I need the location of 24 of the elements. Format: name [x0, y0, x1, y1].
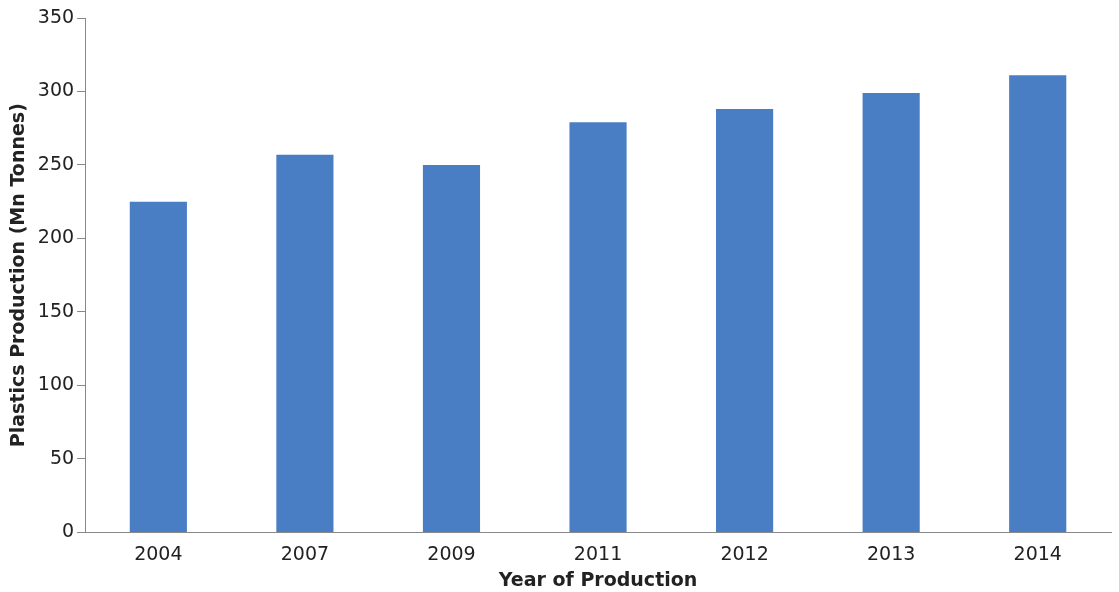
y-tick-label: 0 — [61, 519, 75, 542]
y-tick-label: 350 — [37, 4, 75, 27]
y-tick-label: 100 — [37, 372, 75, 395]
x-tick-label: 2007 — [280, 541, 330, 564]
x-tick-label: 2004 — [134, 541, 183, 564]
bar — [276, 154, 334, 532]
x-tick-label: 2013 — [866, 541, 916, 564]
bar — [569, 122, 627, 532]
y-axis-title: Plastics Production (Mn Tonnes) — [6, 103, 29, 448]
bar — [716, 109, 774, 532]
x-axis-title: Year of Production — [497, 567, 698, 590]
bar — [422, 164, 481, 532]
bar — [1009, 75, 1067, 532]
bar — [129, 201, 187, 532]
y-tick-label: 300 — [37, 78, 75, 101]
y-tick-label: 250 — [37, 151, 75, 174]
x-tick-label: 2011 — [573, 541, 623, 564]
bar — [862, 92, 920, 532]
y-tick-label: 50 — [49, 445, 75, 468]
x-tick-label: 2012 — [720, 541, 769, 564]
x-tick-label: 2009 — [427, 541, 476, 564]
y-tick-label: 150 — [37, 298, 75, 321]
y-tick-label: 200 — [37, 225, 75, 248]
x-tick-label: 2014 — [1013, 541, 1062, 564]
